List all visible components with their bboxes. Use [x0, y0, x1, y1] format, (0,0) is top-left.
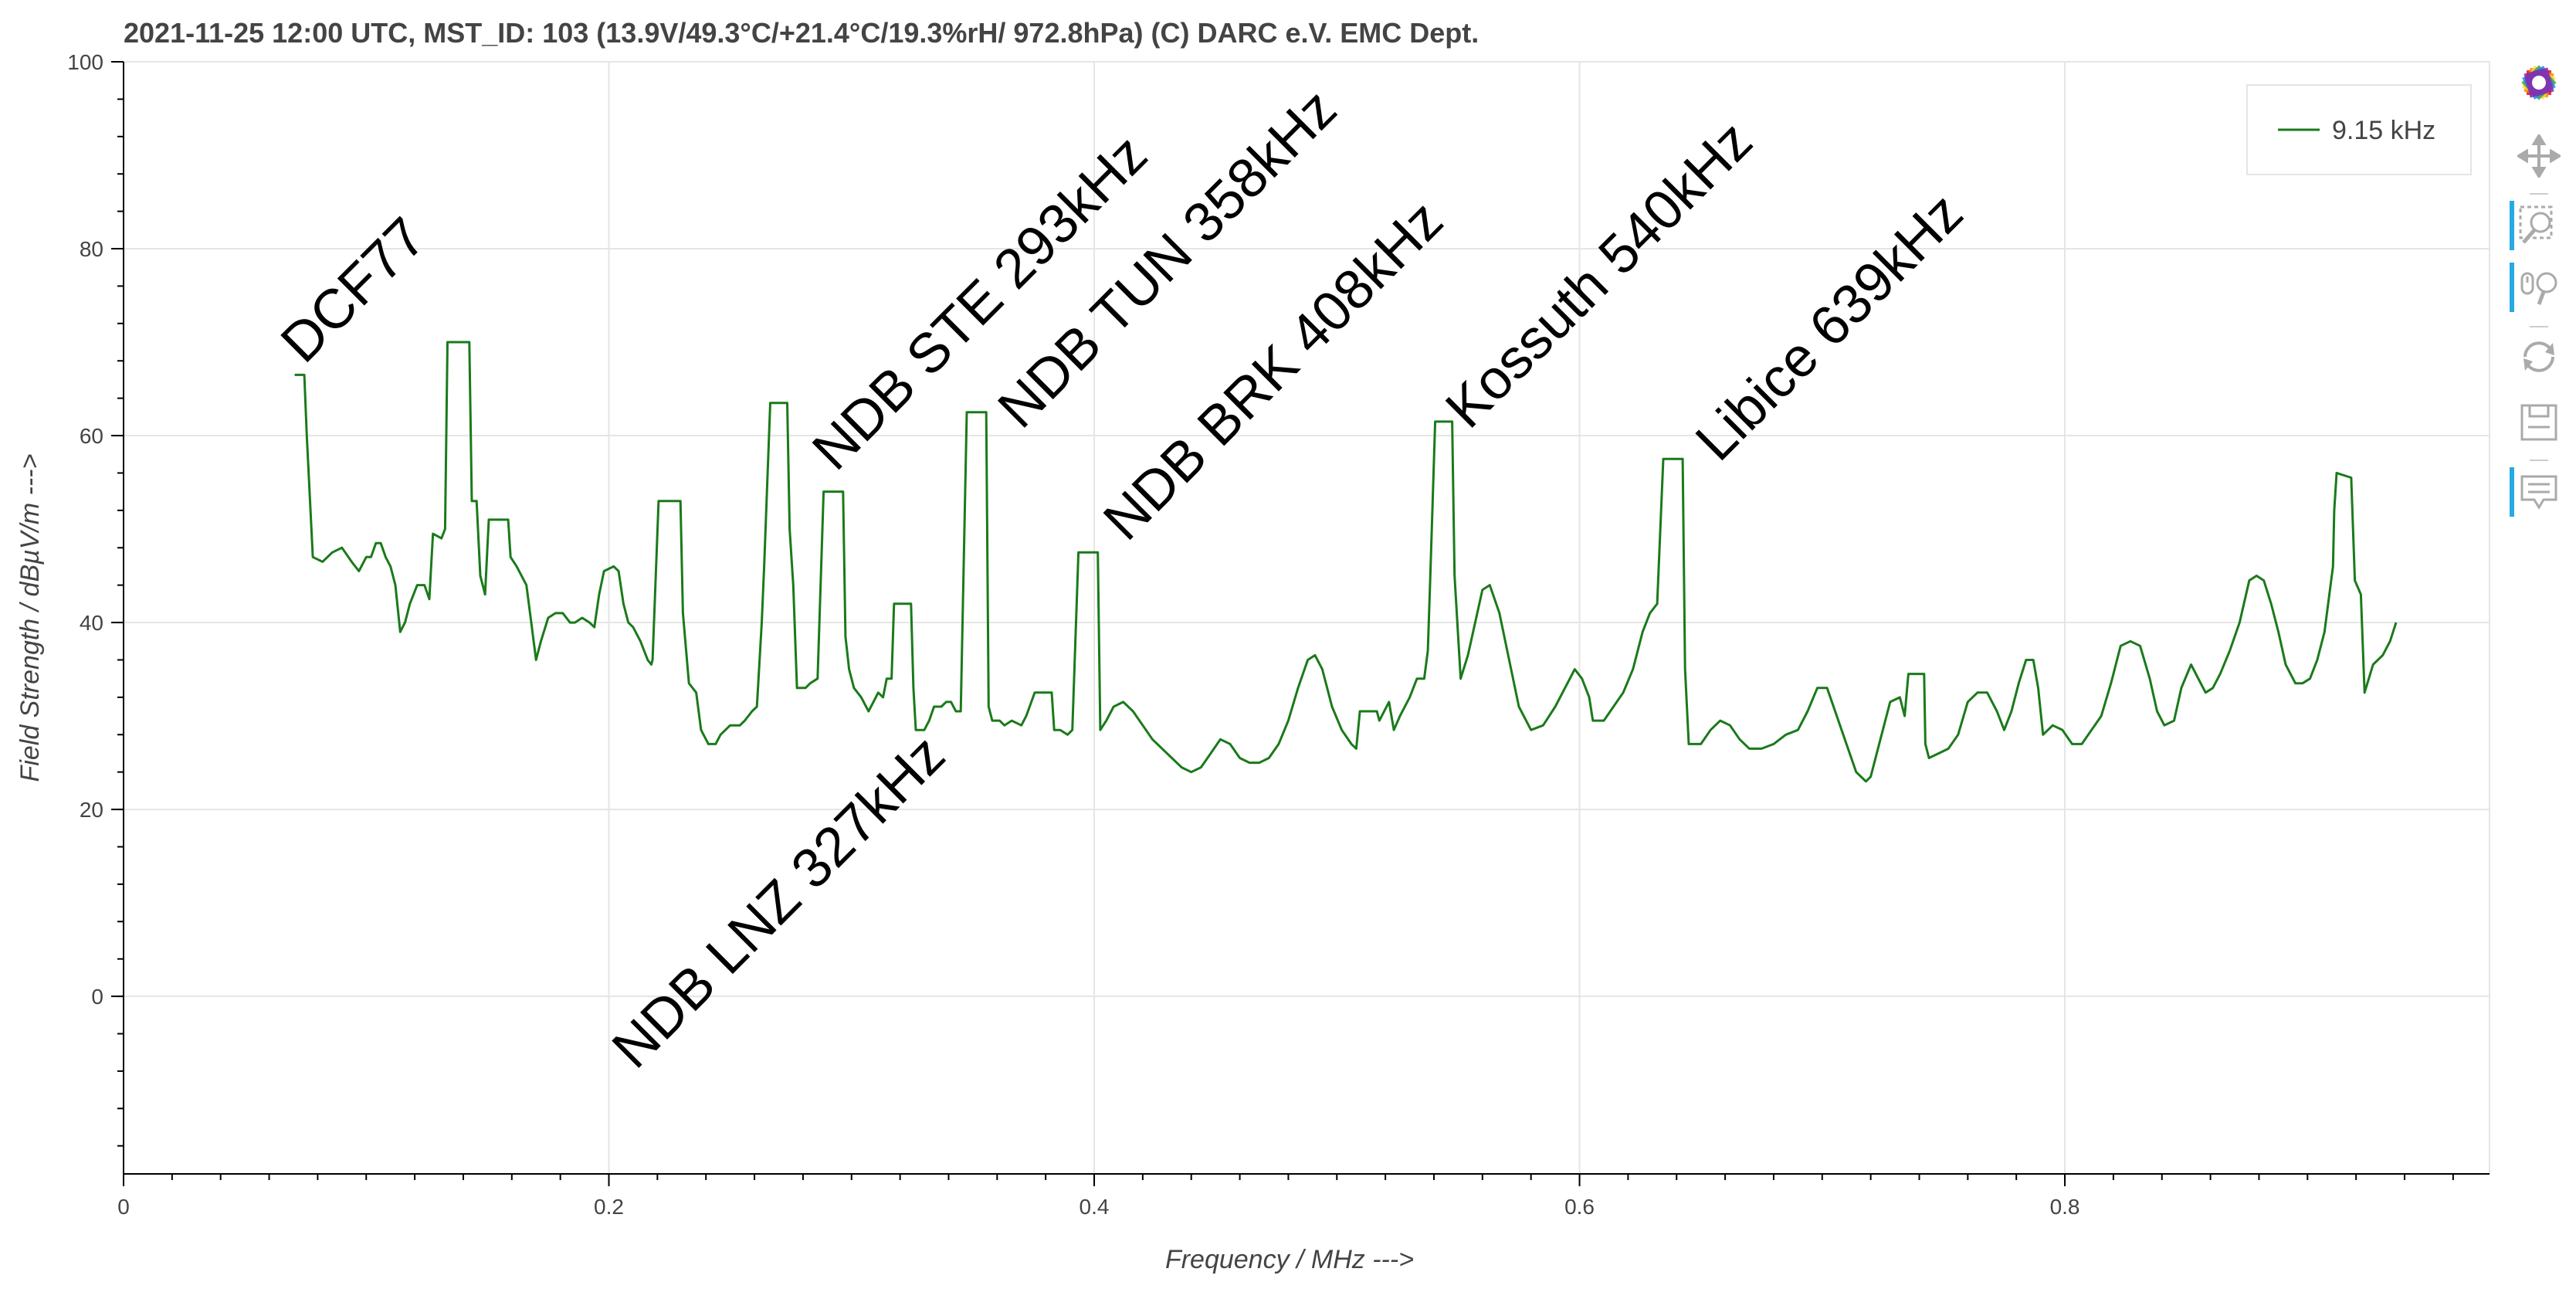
y-tick-label: 20 — [80, 798, 103, 822]
legend-label: 9.15 kHz — [2332, 116, 2435, 145]
x-tick-label: 0.6 — [1564, 1195, 1595, 1219]
bokeh-logo[interactable] — [2514, 58, 2564, 107]
chart-title: 2021-11-25 12:00 UTC, MST_ID: 103 (13.9V… — [124, 17, 1479, 49]
x-tick-label: 0 — [117, 1195, 130, 1219]
reset-icon[interactable] — [2514, 332, 2564, 382]
y-tick-label: 80 — [80, 237, 103, 261]
y-tick-label: 0 — [91, 985, 103, 1009]
legend[interactable]: 9.15 kHz — [2246, 84, 2472, 175]
y-tick-label: 40 — [80, 611, 103, 635]
annotation-label: Libice 639kHz — [1684, 181, 1974, 472]
toolbar — [2499, 54, 2576, 564]
x-tick-label: 0.2 — [594, 1195, 624, 1219]
x-axis-label: Frequency / MHz ---> — [1165, 1245, 1414, 1274]
annotation-label: DCF77 — [269, 206, 438, 375]
x-tick-label: 0.4 — [1080, 1195, 1110, 1219]
y-tick-label: 60 — [80, 424, 103, 448]
pan-icon[interactable] — [2514, 131, 2564, 181]
grid — [123, 61, 2490, 1174]
wheel-zoom-icon[interactable] — [2510, 263, 2564, 312]
y-axis-label: Field Strength / dBµV/m ---> — [15, 454, 45, 782]
axes: 0 0.2 0.4 0.6 0.8 0 20 40 60 80 100 — [67, 50, 2490, 1219]
annotation-label: Kossuth 540kHz — [1434, 110, 1764, 439]
x-tick-label: 0.8 — [2050, 1195, 2080, 1219]
hover-icon[interactable] — [2510, 467, 2564, 517]
annotation-label: NDB LNZ 327kHz — [601, 724, 957, 1080]
save-icon[interactable] — [2514, 398, 2564, 447]
plot-area[interactable] — [294, 341, 2398, 783]
series-line[interactable] — [294, 341, 2398, 783]
y-tick-label: 100 — [67, 50, 103, 74]
box-zoom-icon[interactable] — [2510, 201, 2564, 250]
